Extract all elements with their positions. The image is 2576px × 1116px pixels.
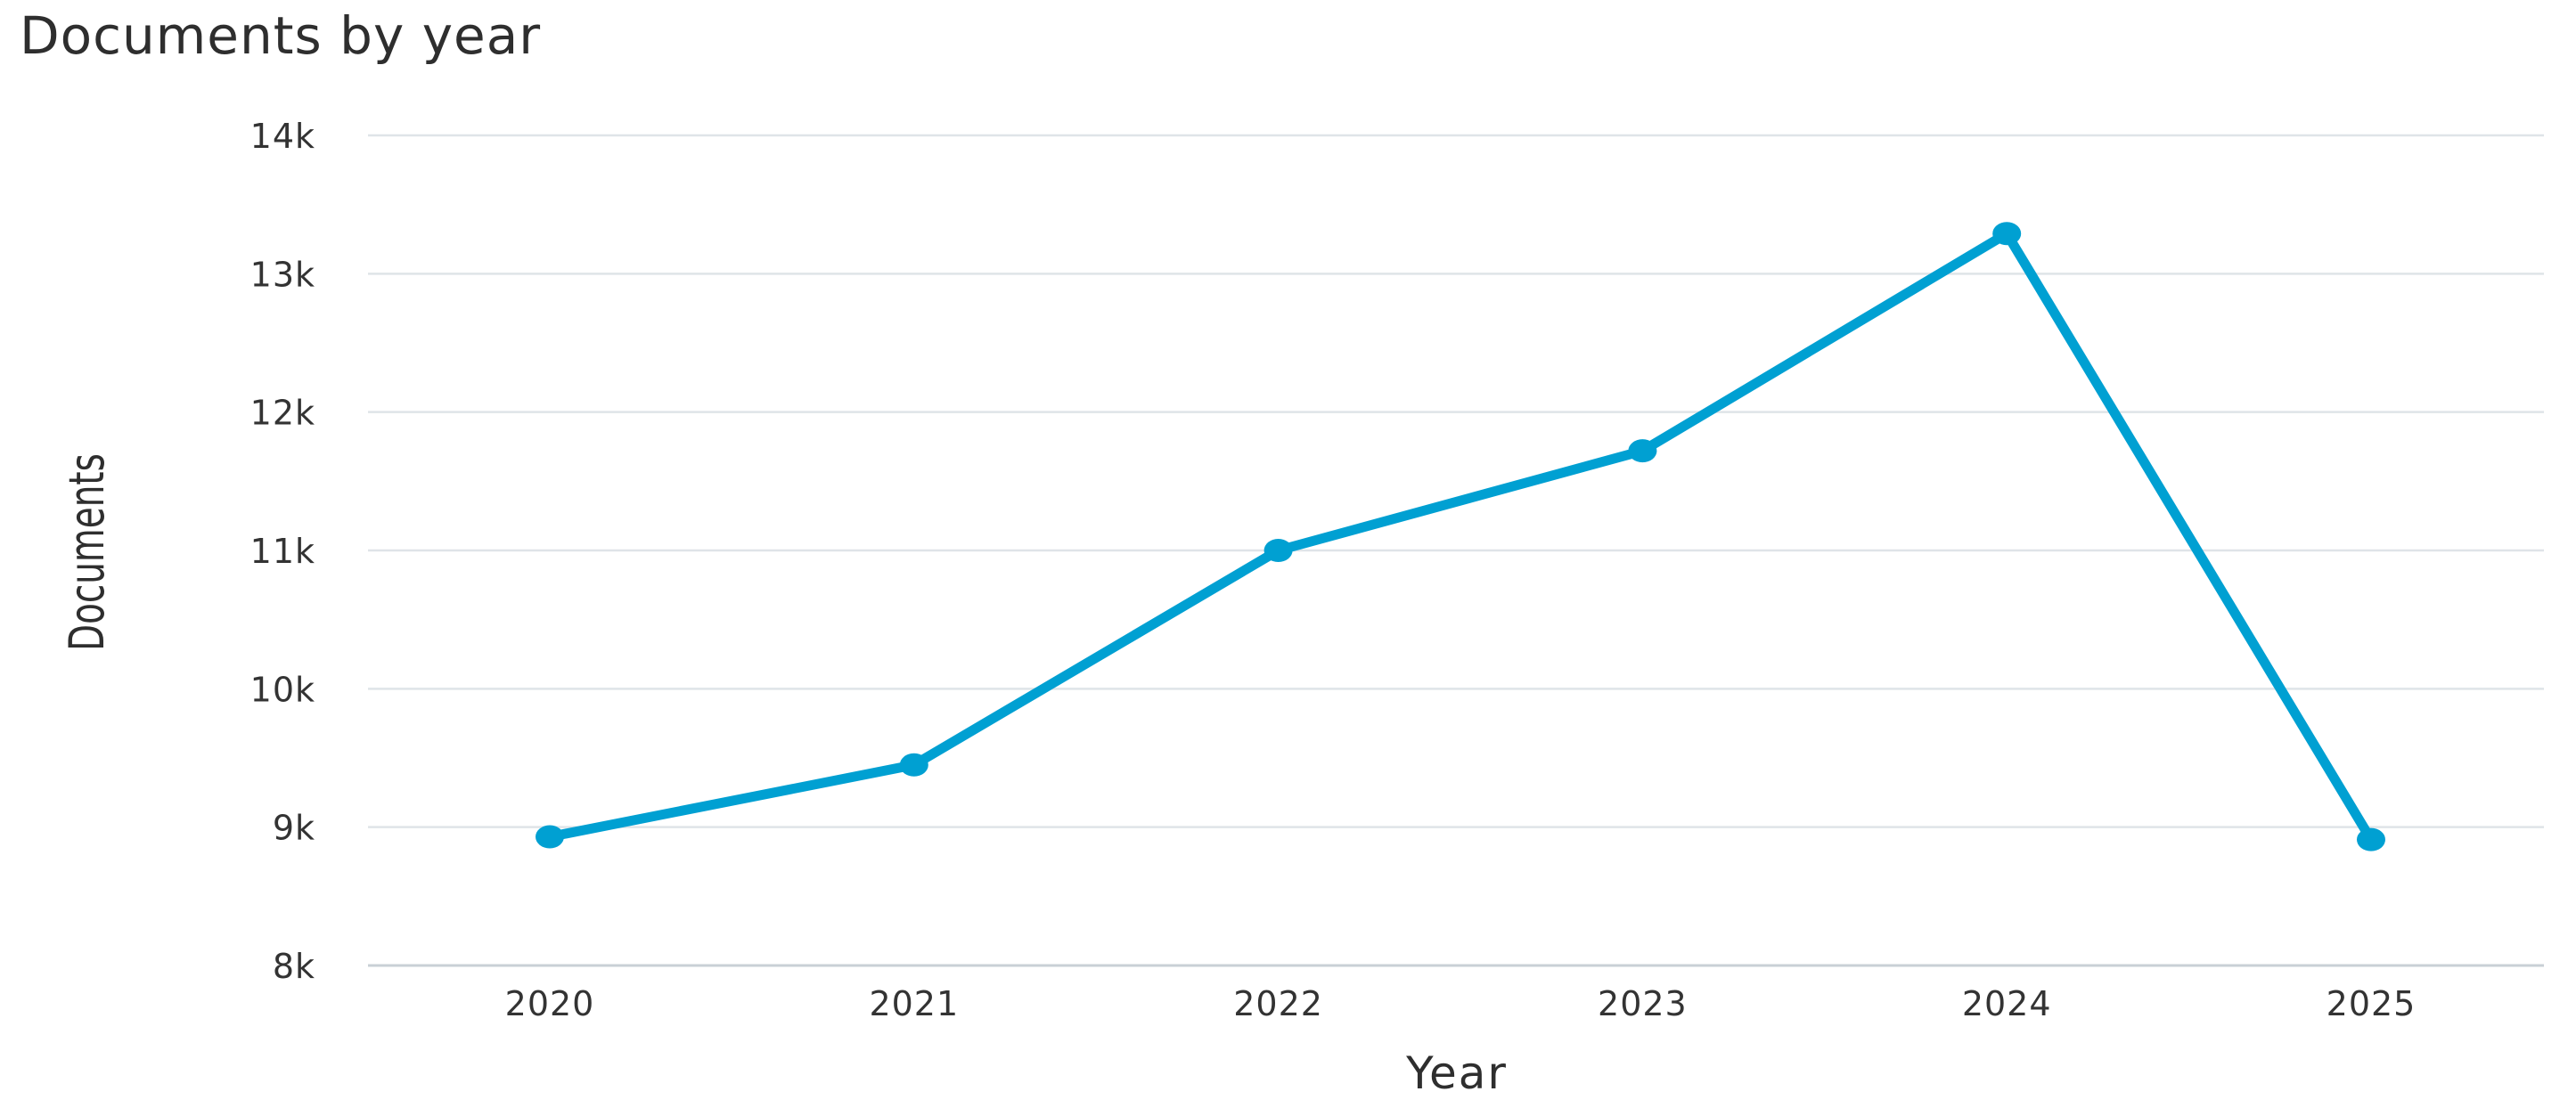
y-tick-label: 13k <box>250 255 315 294</box>
y-tick-label: 14k <box>250 117 315 156</box>
data-point[interactable] <box>1992 222 2022 246</box>
x-tick-label: 2024 <box>1962 984 2052 1023</box>
data-point[interactable] <box>1628 439 1657 463</box>
x-axis-ticks: 2020 2021 2022 2023 2024 2025 <box>505 984 2417 1023</box>
x-axis-title: Year <box>1405 1047 1508 1099</box>
y-tick-label: 11k <box>250 532 315 571</box>
x-tick-label: 2023 <box>1598 984 1688 1023</box>
series-line <box>544 228 2376 845</box>
y-tick-label: 9k <box>273 809 315 848</box>
data-point[interactable] <box>536 825 564 849</box>
x-tick-label: 2021 <box>869 984 959 1023</box>
data-point[interactable] <box>1263 539 1293 562</box>
chart-title: Documents by year <box>20 5 542 66</box>
y-tick-label: 10k <box>250 670 315 709</box>
data-point[interactable] <box>2357 827 2385 851</box>
y-tick-label: 8k <box>273 947 315 986</box>
y-axis-ticks: 8k 9k 10k 11k 12k 13k 14k <box>250 117 315 986</box>
y-axis-title: Documents <box>60 453 116 651</box>
data-point[interactable] <box>899 753 928 777</box>
gridlines <box>368 134 2544 967</box>
x-tick-label: 2025 <box>2327 984 2417 1023</box>
y-tick-label: 12k <box>250 394 315 433</box>
series <box>536 222 2385 851</box>
x-tick-label: 2022 <box>1233 984 1323 1023</box>
x-tick-label: 2020 <box>505 984 595 1023</box>
